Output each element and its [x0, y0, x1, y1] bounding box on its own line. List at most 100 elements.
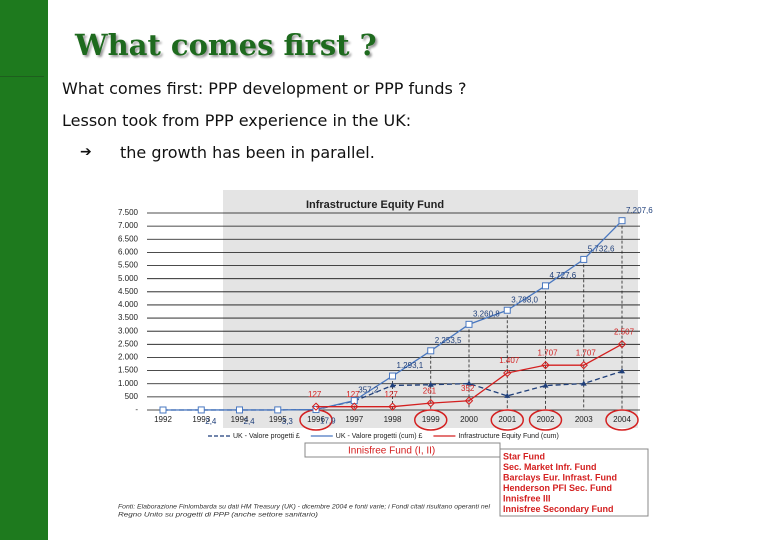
y-tick-label: 5.500 [118, 261, 139, 270]
x-tick-label: 1993 [192, 415, 210, 424]
fund-name: Star Fund [503, 451, 545, 461]
marker [542, 282, 549, 290]
marker [236, 406, 243, 414]
y-tick-label: 6.500 [118, 234, 139, 243]
source-note: Regno Unito su progetti di PPP (anche se… [118, 513, 318, 519]
value-label: 4.727,6 [550, 271, 577, 280]
x-tick-label: 1996 [307, 415, 325, 424]
fund-box [499, 448, 649, 517]
legend-label: Infrastructure Equity Fund (cum) [458, 433, 558, 440]
y-tick-label: 6.000 [118, 248, 139, 257]
fund-name: Innisfree Secondary Fund [503, 504, 614, 514]
marker [503, 368, 512, 378]
value-label: 1.407 [499, 356, 520, 365]
y-tick-label: 1.000 [118, 379, 139, 388]
marker [541, 360, 550, 370]
arrow-bullet: ➔ [80, 144, 92, 160]
value-label: 3,3 [282, 417, 294, 426]
marker [542, 382, 549, 388]
source-note: Fonti: Elaborazione Finlombarda su dati … [118, 505, 491, 511]
year-highlight [528, 409, 563, 431]
x-tick-label: 2000 [460, 415, 478, 424]
value-label: 2.253,5 [435, 336, 462, 345]
y-tick-label: 7.000 [118, 221, 139, 230]
value-label: 352 [461, 384, 475, 393]
y-tick-label: 2.000 [118, 353, 139, 362]
fund-name: Innisfree III [503, 493, 551, 503]
year-highlight [414, 409, 448, 431]
x-tick-label: 2003 [575, 415, 593, 424]
marker [503, 306, 511, 314]
x-tick-label: 2002 [537, 415, 555, 424]
x-tick-label: 2001 [498, 415, 516, 424]
marker [350, 402, 359, 411]
marker [466, 380, 472, 386]
marker [427, 347, 435, 355]
y-tick-label: 7.500 [118, 208, 139, 217]
y-tick-label: 3.500 [118, 313, 139, 322]
y-tick-label: 4.500 [118, 287, 139, 296]
y-tick-label: 500 [125, 392, 139, 401]
marker [580, 380, 587, 386]
x-tick-label: 1995 [269, 415, 287, 424]
marker [389, 372, 396, 380]
marker [311, 402, 321, 411]
marker [389, 382, 396, 388]
y-tick-label: 4.000 [118, 300, 139, 309]
marker [465, 320, 473, 328]
value-label: 261 [423, 386, 437, 395]
marker [197, 406, 205, 414]
x-tick-label: 1998 [384, 415, 402, 424]
value-label: 1.293,1 [397, 361, 424, 370]
value-label: 2,4 [205, 417, 217, 426]
marker [274, 406, 282, 414]
series-line [316, 343, 623, 408]
value-label: 127 [308, 390, 322, 399]
legend-label: UK - Valore progetti (cum) £ [336, 433, 423, 440]
bullet-text: the growth has been in parallel. [120, 143, 375, 162]
x-tick-label: 1994 [231, 415, 249, 424]
fund-name: Sec. Market Infr. Fund [503, 462, 597, 472]
value-label: 127 [385, 390, 399, 399]
value-label: 5.732,6 [588, 245, 615, 254]
marker [159, 406, 167, 414]
chart-title: Infrastructure Equity Fund [306, 199, 444, 211]
text-line: What comes first: PPP development or PPP… [62, 79, 467, 98]
value-label: 357,2 [358, 386, 379, 395]
marker [619, 368, 625, 374]
value-label: 2.507 [614, 327, 635, 336]
y-tick-label: 3.000 [118, 326, 139, 335]
rule [0, 76, 44, 77]
marker [426, 398, 435, 408]
value-label: 1.707 [538, 348, 559, 357]
title: What comes first ? [75, 28, 377, 62]
legend-label: UK - Valore progetti £ [233, 433, 300, 440]
y-tick-label: - [135, 405, 138, 414]
value-label: 127 [346, 390, 360, 399]
marker [464, 396, 474, 405]
marker [579, 360, 588, 370]
value-label: 2,4 [244, 417, 256, 426]
x-tick-label: 1999 [422, 415, 440, 424]
marker [580, 255, 588, 263]
annotation: Innisfree Fund (I, II) [348, 446, 435, 457]
marker [618, 217, 626, 225]
value-label: 17,9 [320, 417, 336, 426]
fund-name: Henderson PFI Sec. Fund [503, 483, 612, 493]
marker [388, 402, 397, 411]
year-highlight [490, 409, 524, 431]
value-label: 3.260,8 [473, 309, 500, 318]
fund-name: Barclays Eur. Infrast. Fund [503, 472, 617, 482]
x-tick-label: 1992 [154, 415, 172, 424]
value-label: 7.207,6 [626, 206, 653, 215]
marker [427, 381, 434, 387]
y-tick-label: 1.500 [118, 366, 139, 375]
y-tick-label: 2.500 [118, 339, 139, 348]
marker [617, 339, 627, 349]
marker [504, 392, 511, 398]
y-tick-label: 5.000 [118, 274, 139, 283]
x-tick-label: 1997 [345, 415, 363, 424]
side-bar [0, 0, 48, 540]
